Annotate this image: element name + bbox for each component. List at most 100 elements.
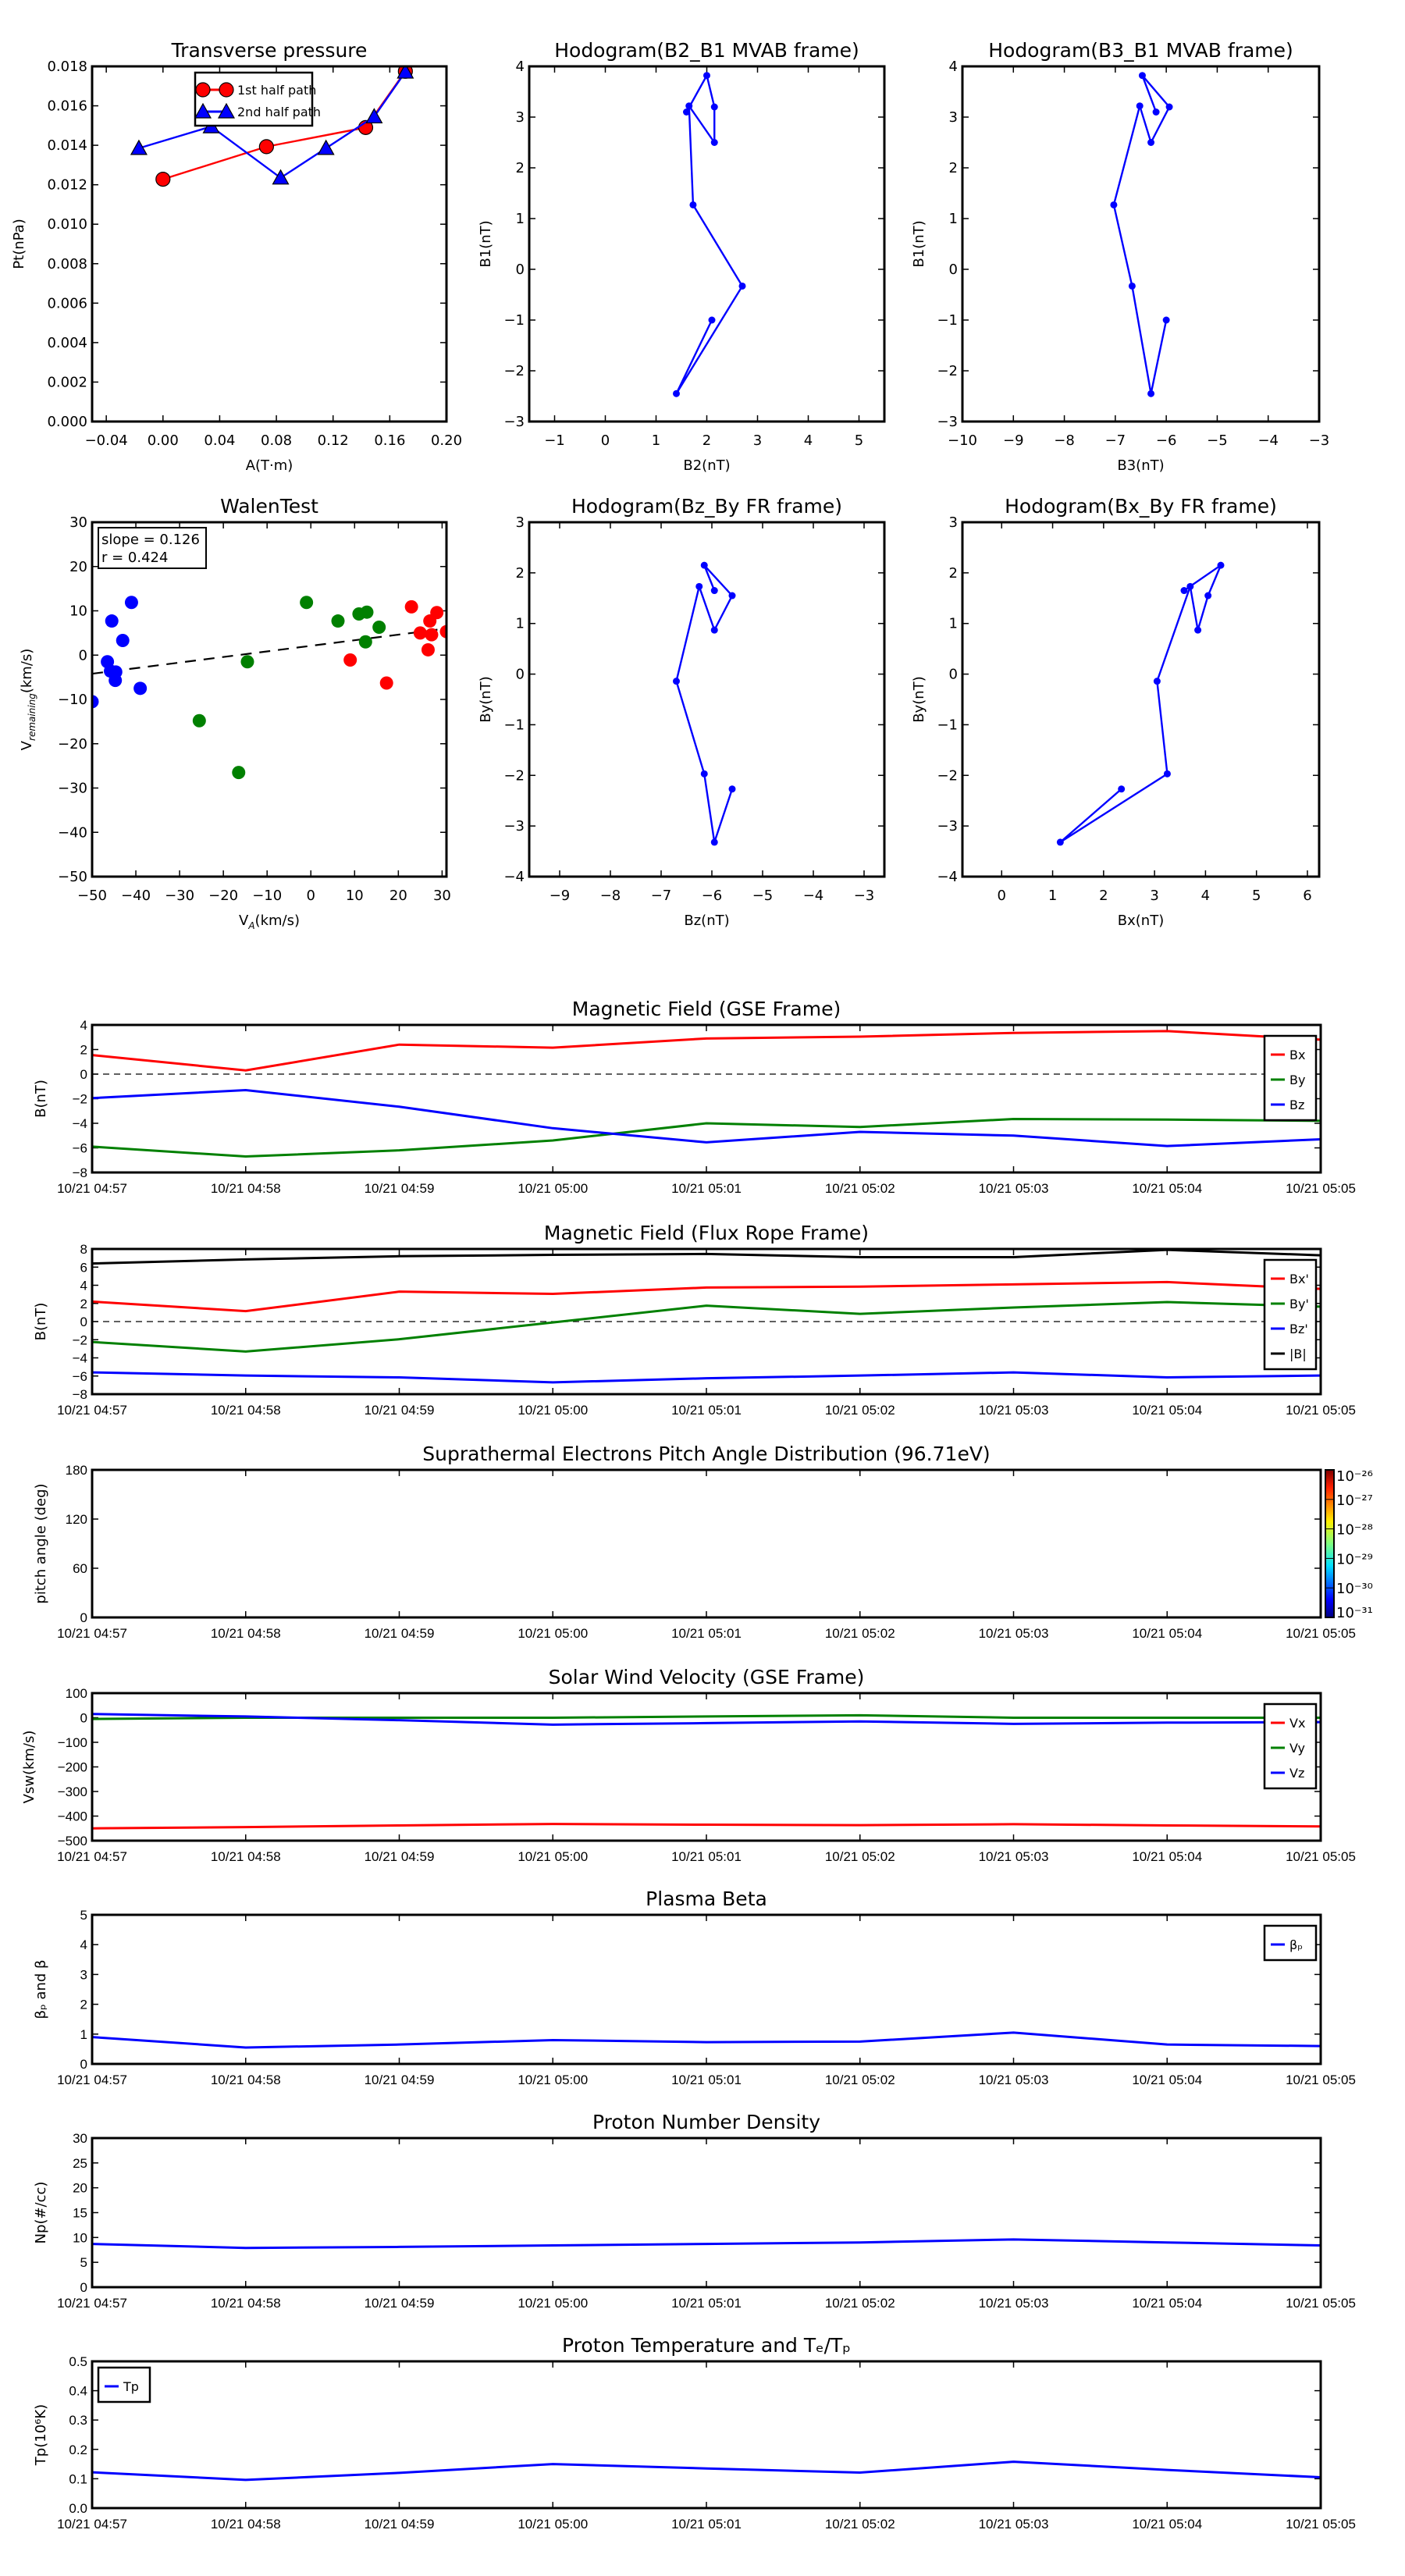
x-tick-label: 0 (307, 888, 315, 904)
x-tick-label: 10/21 05:03 (979, 2296, 1049, 2311)
data-point (710, 103, 718, 111)
series-line (92, 1280, 1321, 1313)
y-tick-label: 5 (80, 1908, 87, 1923)
y-tick-label: 15 (73, 2206, 87, 2221)
chart-hodogram-bx-by: Hodogram(Bx_By FR frame) 0 1 2 3 4 5 6 −4 −3 −2 −1 0… (911, 495, 1321, 929)
data-point (194, 102, 212, 119)
y-tick-label: 0.010 (47, 216, 87, 233)
y-tick-label: 0.014 (47, 137, 87, 154)
y-tick-label: −4 (73, 1351, 87, 1366)
x-tick-label: 4 (1201, 888, 1210, 904)
legend-label: Vy (1289, 1741, 1305, 1756)
chart-solar-wind-velocity: Solar Wind Velocity (GSE Frame) 10/21 04:… (21, 1666, 1356, 1864)
y-tick-label: −3 (937, 818, 958, 834)
series-line (1059, 562, 1223, 843)
ylabel-label: Vsw(km/s) (21, 1731, 37, 1804)
y-tick-label: −3 (503, 818, 525, 834)
y-tick-label: −1 (503, 717, 525, 733)
plot-area (673, 561, 736, 846)
data-point (683, 109, 690, 116)
y-tick-label: −2 (937, 767, 958, 784)
axes-frame (91, 1023, 1322, 1174)
y-tick-label: −6 (73, 1369, 87, 1384)
axes-frame (91, 1913, 1322, 2065)
y-tick-label: −4 (937, 869, 958, 885)
data-point (1153, 678, 1161, 685)
y-tick-label: −1 (503, 312, 525, 329)
chart-walen-test: WalenTest −50 −40 −30 −20 −10 0 10 20 30 −50 −40 −30… (19, 495, 451, 931)
data-point (738, 282, 746, 290)
series-line (92, 1300, 1321, 1353)
y-tick-label: 10 (69, 603, 87, 620)
x-tick-label: −30 (165, 888, 194, 904)
legend-box (1263, 1703, 1318, 1790)
y-tick-label: 0 (80, 1067, 87, 1082)
plot-area (92, 2031, 1321, 2049)
x-tick-label: 10/21 04:57 (57, 1403, 127, 1418)
series-line (1112, 74, 1171, 394)
data-point (728, 592, 736, 600)
y-tick-label: 0.006 (47, 295, 87, 311)
ylabel-label: Tp(10⁶K) (33, 2404, 49, 2466)
xlabel-label: B2(nT) (683, 457, 730, 474)
series-By (92, 1117, 1321, 1158)
x-tick-label: 1 (1048, 888, 1057, 904)
plot-area (92, 1249, 1321, 1384)
y-tick-label: −2 (73, 1092, 87, 1107)
y-tick-label: −400 (58, 1809, 87, 1824)
x-tick-label: −50 (77, 888, 107, 904)
x-tick-label: 10/21 04:59 (365, 1626, 435, 1641)
x-tick-label: −7 (651, 888, 672, 904)
data-point (710, 139, 718, 146)
x-tick-label: −5 (752, 888, 774, 904)
colorbar-gradient (1325, 1469, 1335, 1618)
axes-frame (961, 65, 1321, 423)
data-point (425, 628, 439, 642)
ylabel-label: B(nT) (33, 1080, 49, 1118)
axes-frame (91, 1247, 1322, 1396)
series-βₚ (92, 2031, 1321, 2049)
data-point (1180, 587, 1188, 595)
x-tick-label: 10/21 04:57 (57, 2296, 127, 2311)
y-tick-label: 60 (73, 1561, 87, 1576)
x-tick-label: 10/21 05:01 (671, 1403, 742, 1418)
data-point (439, 624, 446, 639)
series-1 (192, 596, 386, 780)
data-point (673, 678, 680, 685)
x-tick-label: 10/21 04:57 (57, 1849, 127, 1864)
xlabel-label: Bx(nT) (1118, 913, 1164, 929)
y-tick-label: 4 (516, 59, 525, 75)
x-tick-label: 10 (346, 888, 364, 904)
chart-title: Proton Number Density (592, 2111, 820, 2133)
y-tick-label: 0 (516, 262, 525, 278)
chart-title: Solar Wind Velocity (GSE Frame) (549, 1666, 865, 1688)
y-tick-label: 0 (79, 647, 87, 664)
x-tick-label: 10/21 05:04 (1132, 2073, 1202, 2087)
y-tick-label: 2 (949, 565, 958, 582)
data-point (219, 82, 234, 98)
y-tick-label: 100 (66, 1686, 87, 1701)
legend: Bx' By' Bz' |B| (1263, 1258, 1318, 1371)
chart-title: Plasma Beta (646, 1888, 767, 1910)
data-point (413, 626, 427, 640)
x-tick-label: 5 (855, 432, 863, 449)
y-tick-label: −2 (503, 363, 525, 379)
annotation-box (98, 527, 207, 569)
y-tick-label: −4 (73, 1116, 87, 1131)
x-tick-label: 0.00 (148, 432, 179, 449)
x-tick-label: 0.04 (204, 432, 235, 449)
x-tick-label: 2 (702, 432, 711, 449)
x-tick-label: 10/21 05:04 (1132, 2517, 1202, 2532)
legend-label: Bx (1289, 1048, 1305, 1062)
series-0 (92, 596, 148, 709)
x-tick-label: 6 (1303, 888, 1311, 904)
y-tick-label: 0.018 (47, 59, 87, 75)
legend: Vx Vy Vz (1263, 1703, 1318, 1790)
x-tick-label: 10/21 04:57 (57, 1626, 127, 1641)
y-tick-label: 0.000 (47, 414, 87, 430)
x-tick-label: 10/21 05:03 (979, 2073, 1049, 2087)
x-tick-label: 3 (1150, 888, 1158, 904)
x-tick-label: 10/21 04:59 (365, 1181, 435, 1196)
x-tick-label: 10/21 05:01 (671, 1849, 742, 1864)
